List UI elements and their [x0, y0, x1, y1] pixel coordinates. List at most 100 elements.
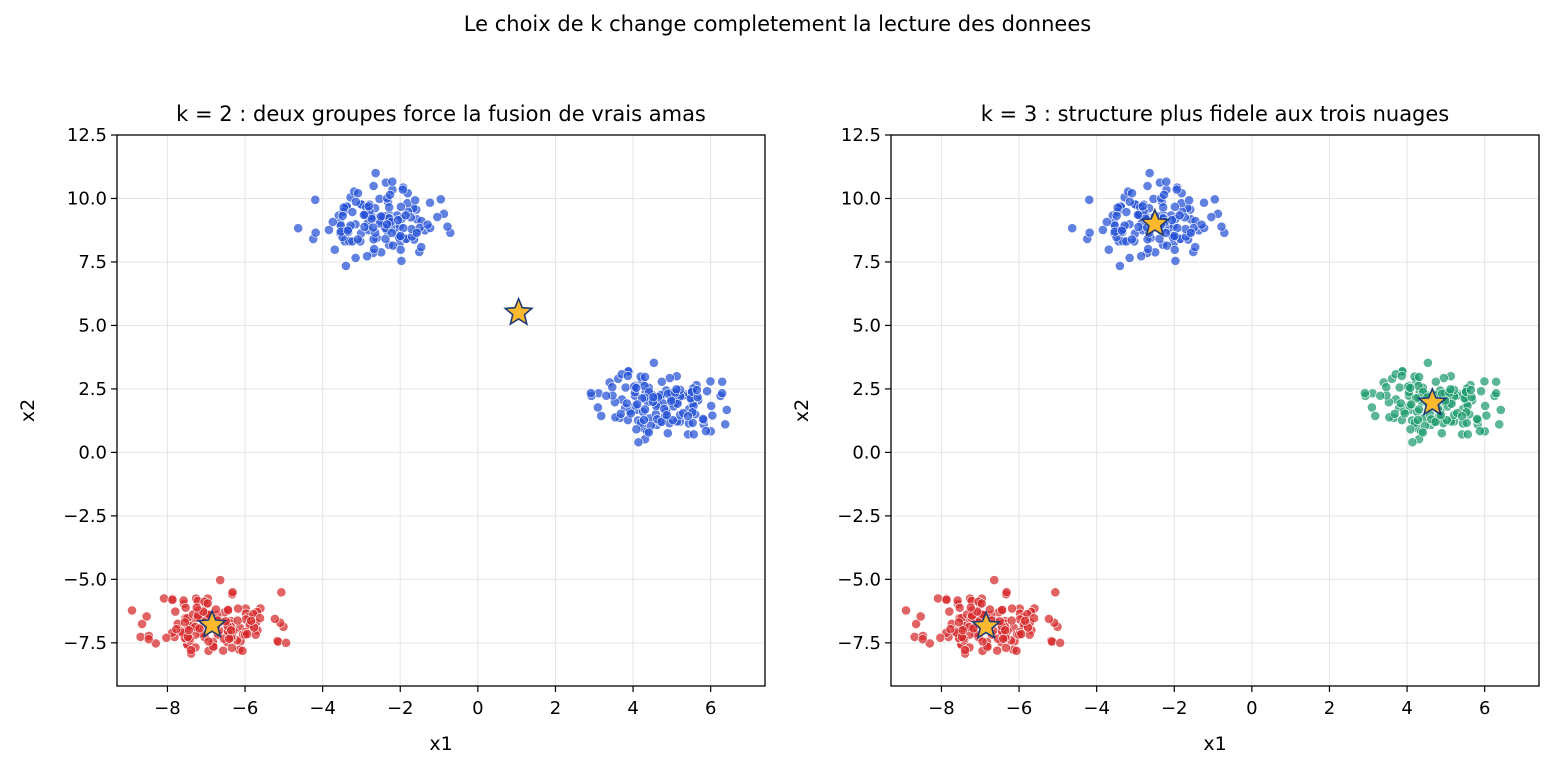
scatter-point: [954, 602, 965, 613]
x-tick-label: 4: [1401, 698, 1412, 719]
scatter-point: [395, 201, 406, 212]
x-tick-label: 2: [1324, 698, 1335, 719]
scatter-point: [965, 602, 976, 613]
scatter-point: [1394, 382, 1405, 393]
scatter-point: [1406, 399, 1417, 410]
scatter-point: [127, 605, 137, 616]
scatter-point: [159, 593, 169, 604]
scatter-point: [180, 602, 191, 613]
scatter-point: [1055, 637, 1066, 648]
scatter-point: [1124, 196, 1135, 207]
scatter-point: [1479, 376, 1490, 387]
scatter-point: [1414, 372, 1424, 382]
scatter-point: [586, 388, 596, 398]
scatter-point: [691, 385, 702, 395]
scatter-point: [1481, 410, 1492, 421]
scatter-point: [1112, 202, 1123, 213]
scatter-point: [338, 202, 349, 213]
scatter-point: [410, 195, 421, 206]
scatter-point: [1169, 244, 1180, 255]
scatter-point: [1475, 426, 1485, 436]
scatter-point: [640, 404, 650, 415]
scatter-point: [960, 645, 970, 656]
x-tick-label: −4: [309, 698, 336, 719]
scatter-point: [1007, 603, 1017, 614]
scatter-point: [362, 251, 373, 262]
y-tick-label: 7.5: [78, 252, 107, 273]
scatter-point: [1161, 176, 1172, 187]
scatter-point: [224, 633, 235, 644]
scatter-point: [1438, 373, 1449, 383]
scatter-point: [1000, 625, 1011, 636]
scatter-point: [666, 395, 677, 406]
centroid-star: [1416, 386, 1448, 416]
scatter-point: [1016, 629, 1027, 639]
scatter-point: [255, 613, 265, 624]
points-layer: [901, 168, 1506, 659]
scatter-point: [1170, 255, 1181, 266]
scatter-point: [1405, 424, 1416, 435]
x-axis-label: x1: [429, 733, 452, 755]
scatter-point: [386, 228, 397, 238]
scatter-point: [1006, 615, 1017, 626]
scatter-point: [368, 181, 379, 191]
y-tick-label: −7.5: [63, 633, 107, 654]
scatter-point: [631, 424, 642, 435]
scatter-point: [989, 575, 1000, 585]
scatter-point: [909, 631, 920, 642]
scatter-point: [183, 625, 194, 636]
scatter-point: [368, 222, 379, 233]
scatter-point: [1084, 227, 1095, 238]
scatter-point: [607, 382, 618, 393]
scatter-point: [702, 386, 712, 397]
scatter-point: [411, 227, 422, 238]
scatter-point: [1001, 642, 1011, 653]
scatter-point: [1399, 408, 1410, 419]
scatter-point: [1375, 390, 1386, 401]
scatter-point: [1098, 225, 1108, 235]
scatter-point: [353, 188, 363, 199]
y-tick-label: −2.5: [63, 506, 107, 527]
scatter-point: [186, 645, 196, 656]
scatter-point: [1480, 400, 1491, 411]
scatter-point: [985, 604, 995, 615]
y-tick-label: 0.0: [78, 442, 107, 463]
points-layer: [127, 168, 732, 659]
scatter-point: [388, 240, 399, 251]
x-tick-label: 0: [1246, 698, 1257, 719]
scatter-point: [976, 598, 987, 609]
scatter-point: [701, 426, 711, 436]
scatter-point: [359, 209, 369, 220]
chart-panel-2: −8 −6 −4 −2 0 2 4 6 −7.5 −5.0 −2.5 0.0 2.5 5.0 7.5 10.0…: [791, 102, 1540, 755]
scatter-point: [347, 207, 358, 217]
scatter-point: [911, 619, 921, 629]
scatter-point: [342, 225, 353, 236]
centroid-star: [1139, 207, 1171, 237]
scatter-point: [397, 184, 408, 195]
centroid-star: [970, 610, 1002, 640]
x-tick-label: 4: [627, 698, 638, 719]
scatter-point: [226, 625, 237, 636]
y-tick-label: 2.5: [852, 379, 881, 400]
scatter-point: [135, 631, 146, 642]
scatter-point: [707, 410, 718, 421]
scatter-point: [380, 233, 391, 244]
scatter-point: [194, 623, 205, 634]
y-tick-label: −2.5: [837, 506, 881, 527]
y-tick-label: −5.0: [63, 569, 107, 590]
scatter-point: [341, 261, 351, 271]
y-axis-label: x2: [17, 399, 39, 422]
scatter-point: [215, 575, 226, 585]
scatter-point: [915, 611, 926, 622]
scatter-point: [442, 221, 453, 232]
scatter-point: [1413, 415, 1423, 425]
scatter-point: [917, 634, 928, 645]
y-tick-label: 5.0: [852, 315, 881, 336]
scatter-point: [227, 642, 237, 653]
scatter-point: [1115, 261, 1125, 271]
scatter-point: [432, 212, 443, 222]
scatter-point: [227, 587, 238, 598]
scatter-point: [1491, 376, 1502, 387]
x-tick-label: −4: [1083, 698, 1110, 719]
